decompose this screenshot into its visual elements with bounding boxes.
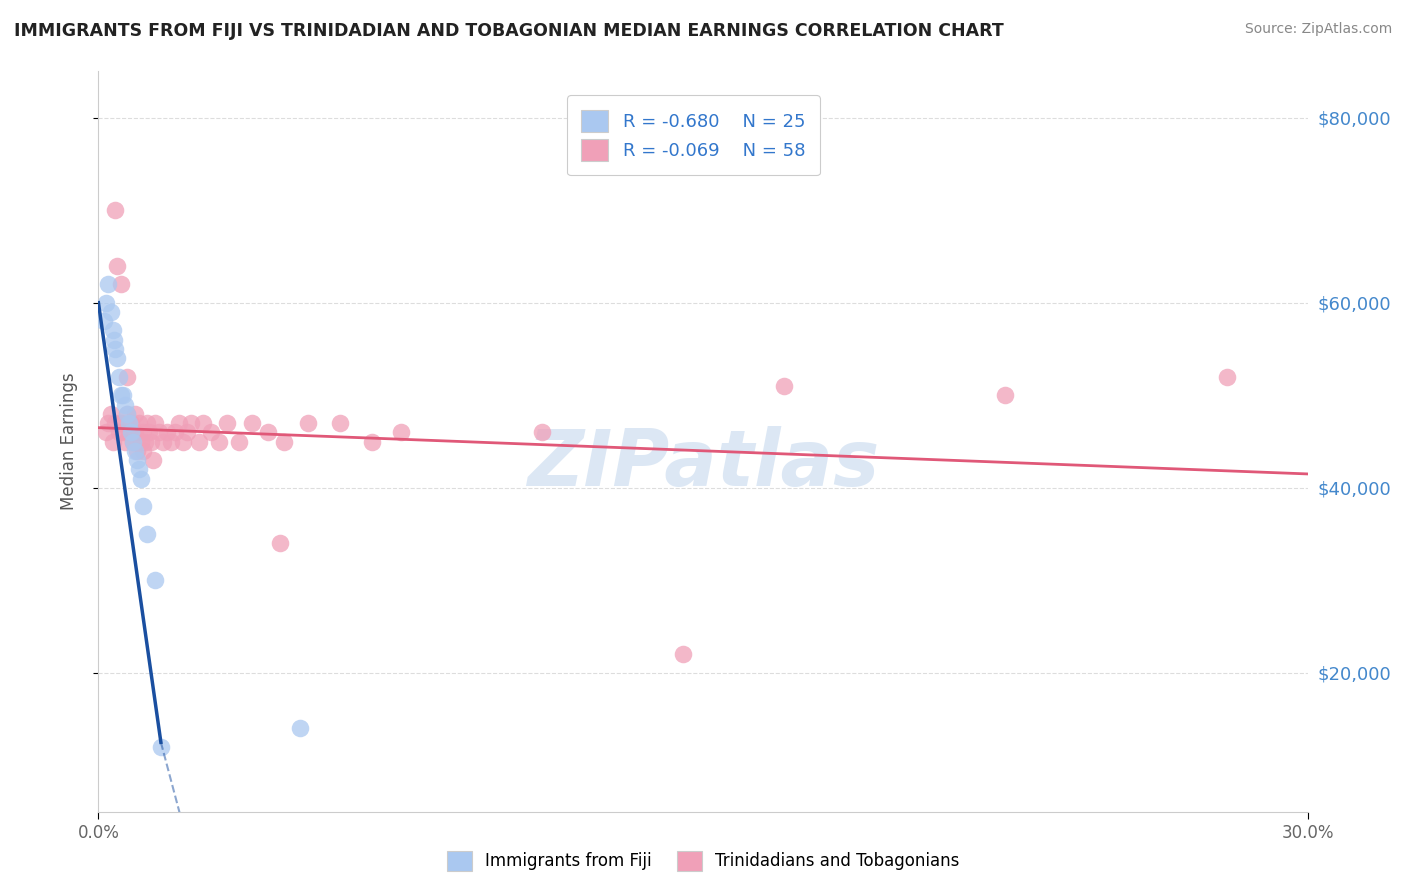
Point <box>110 277 132 292</box>
Point <box>530 425 553 440</box>
Point <box>256 425 278 440</box>
Point <box>114 434 136 449</box>
Point <box>104 342 127 356</box>
Point <box>105 259 128 273</box>
Point <box>115 369 138 384</box>
Point <box>124 425 146 440</box>
Point <box>120 416 142 430</box>
Point <box>240 416 263 430</box>
Point <box>389 425 412 440</box>
Point <box>101 324 124 338</box>
Point <box>200 425 222 440</box>
Text: ZIPatlas: ZIPatlas <box>527 425 879 502</box>
Point <box>121 434 143 449</box>
Point <box>96 295 118 310</box>
Point <box>188 434 211 449</box>
Point <box>297 416 319 430</box>
Text: Source: ZipAtlas.com: Source: ZipAtlas.com <box>1244 22 1392 37</box>
Point <box>128 462 150 476</box>
Point <box>172 434 194 449</box>
Point <box>103 416 125 430</box>
Point <box>101 434 124 449</box>
Point <box>121 434 143 449</box>
Point <box>111 388 134 402</box>
Point <box>149 739 172 754</box>
Point <box>114 398 136 412</box>
Point <box>124 407 146 421</box>
Point <box>125 443 148 458</box>
Point <box>672 648 695 662</box>
Point <box>135 416 157 430</box>
Point <box>142 453 165 467</box>
Point <box>361 434 384 449</box>
Point <box>96 425 118 440</box>
Point <box>143 416 166 430</box>
Point <box>994 388 1017 402</box>
Point <box>1216 369 1239 384</box>
Point <box>156 425 179 440</box>
Point <box>132 500 155 514</box>
Point <box>97 416 120 430</box>
Point <box>329 416 352 430</box>
Point <box>129 434 152 449</box>
Point <box>176 425 198 440</box>
Point <box>138 425 160 440</box>
Point <box>128 416 150 430</box>
Text: IMMIGRANTS FROM FIJI VS TRINIDADIAN AND TOBAGONIAN MEDIAN EARNINGS CORRELATION C: IMMIGRANTS FROM FIJI VS TRINIDADIAN AND … <box>14 22 1004 40</box>
Point <box>120 425 142 440</box>
Point <box>772 379 794 393</box>
Point <box>208 434 231 449</box>
Point <box>118 416 141 430</box>
Point <box>132 425 155 440</box>
Point <box>93 314 115 328</box>
Point <box>163 425 186 440</box>
Point <box>134 434 156 449</box>
Point <box>132 443 155 458</box>
Point <box>107 425 129 440</box>
Point <box>107 369 129 384</box>
Point <box>103 333 125 347</box>
Point <box>125 453 148 467</box>
Point <box>167 416 190 430</box>
Point <box>288 722 311 736</box>
Point <box>217 416 239 430</box>
Point <box>124 443 146 458</box>
Point <box>110 388 132 402</box>
Legend: Immigrants from Fiji, Trinidadians and Tobagonians: Immigrants from Fiji, Trinidadians and T… <box>439 842 967 880</box>
Point <box>111 425 134 440</box>
Point <box>118 425 141 440</box>
Point <box>115 407 138 421</box>
Point <box>269 536 291 550</box>
Point <box>180 416 202 430</box>
Point <box>148 425 170 440</box>
Point <box>115 407 138 421</box>
Point <box>100 407 122 421</box>
Point <box>110 416 132 430</box>
Point <box>228 434 250 449</box>
Point <box>139 434 162 449</box>
Point <box>135 527 157 541</box>
Point <box>97 277 120 292</box>
Point <box>105 351 128 366</box>
Point <box>160 434 183 449</box>
Point <box>103 203 125 218</box>
Point <box>100 305 122 319</box>
Point <box>273 434 295 449</box>
Point <box>193 416 215 430</box>
Point <box>129 471 152 485</box>
Legend: R = -0.680    N = 25, R = -0.069    N = 58: R = -0.680 N = 25, R = -0.069 N = 58 <box>567 95 820 176</box>
Y-axis label: Median Earnings: Median Earnings <box>59 373 77 510</box>
Point <box>152 434 174 449</box>
Point <box>143 574 166 588</box>
